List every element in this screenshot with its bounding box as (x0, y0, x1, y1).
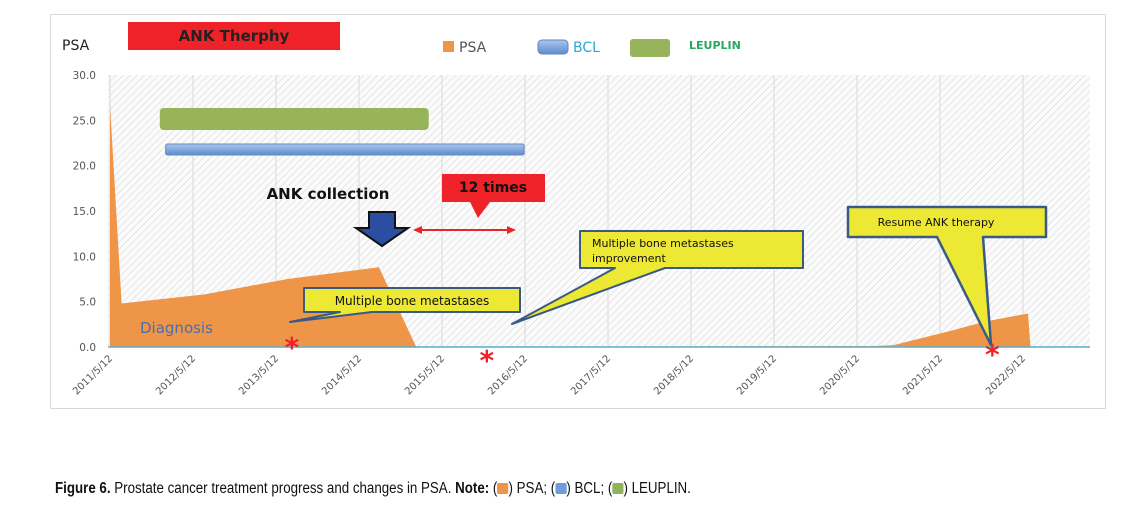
y-tick-label: 30.0 (73, 70, 96, 82)
callout-bone-mets-improvement (511, 230, 804, 325)
caption-figure-number: Figure 6. (55, 480, 111, 497)
arrow-left-icon (413, 226, 422, 234)
legend-label-psa: PSA (459, 40, 487, 56)
x-tick-label: 2018/5/12 (652, 353, 696, 397)
y-axis-label: PSA (62, 38, 90, 54)
caption-psa: ) PSA; ( (508, 480, 556, 497)
x-tick-label: 2021/5/12 (901, 353, 945, 397)
range-bar-bcl (165, 143, 525, 156)
x-tick-label: 2011/5/12 (71, 353, 115, 397)
x-tick-label: 2012/5/12 (154, 353, 198, 397)
annotation-bone-mets: Multiple bone metastases (335, 294, 490, 308)
arrow-right-icon (507, 226, 516, 234)
caption-text: Prostate cancer treatment progress and c… (110, 480, 456, 497)
annotation-resume: Resume ANK therapy (878, 216, 995, 229)
y-tick-label: 10.0 (73, 251, 96, 263)
caption-swatch-leuplin (612, 483, 624, 494)
figure-caption: Figure 6. Prostate cancer treatment prog… (55, 480, 691, 498)
caption-open: ( (492, 480, 498, 497)
x-tick-label: 2020/5/12 (818, 353, 862, 397)
down-arrow-icon (352, 211, 412, 248)
callout-bone-mets (289, 287, 521, 323)
y-tick-label: 15.0 (73, 206, 96, 218)
y-tick-label: 0.0 (79, 342, 96, 354)
y-tick-label: 5.0 (79, 297, 96, 309)
x-tick-label: 2013/5/12 (237, 353, 281, 397)
annotation-12-times: 12 times (459, 180, 527, 196)
x-tick-label: 2017/5/12 (569, 353, 613, 397)
annotation-diagnosis: Diagnosis (140, 319, 213, 337)
chart: 0.0 5.0 10.0 15.0 20.0 25.0 30.0 2011/5/12 2012… (62, 22, 1090, 397)
annotation-improvement-line2: improvement (592, 252, 666, 265)
legend-swatch-bcl (537, 39, 569, 55)
annotation-improvement-line1: Multiple bone metastases (592, 237, 734, 250)
caption-note: Note: (455, 480, 490, 497)
psa-area (110, 104, 1031, 347)
callout-12-times (442, 174, 545, 218)
caption-bcl: ) BCL; ( (566, 480, 613, 497)
callout-resume (846, 205, 1048, 347)
caption-swatch-bcl (555, 483, 567, 494)
annotation-ank-collection: ANK collection (267, 185, 390, 203)
asterisk-marker: * (479, 344, 494, 377)
caption-leuplin: ) LEUPLIN. (623, 480, 691, 497)
title-box (128, 22, 340, 50)
legend-swatch-leuplin (630, 39, 670, 57)
y-tick-label: 25.0 (73, 115, 96, 127)
range-bar-leuplin (159, 108, 429, 130)
x-tick-label: 2019/5/12 (735, 353, 779, 397)
asterisk-marker: * (985, 338, 1000, 371)
chart-title: ANK Therphy (179, 27, 290, 45)
x-tick-label: 2014/5/12 (320, 353, 364, 397)
x-tick-label: 2015/5/12 (403, 353, 447, 397)
legend-label-bcl: BCL (573, 40, 600, 56)
legend-swatch-psa (443, 41, 454, 52)
caption-swatch-psa (497, 483, 509, 494)
asterisk-marker: * (284, 331, 299, 364)
legend-label-leuplin: LEUPLIN (689, 39, 741, 52)
y-tick-label: 20.0 (73, 161, 96, 173)
